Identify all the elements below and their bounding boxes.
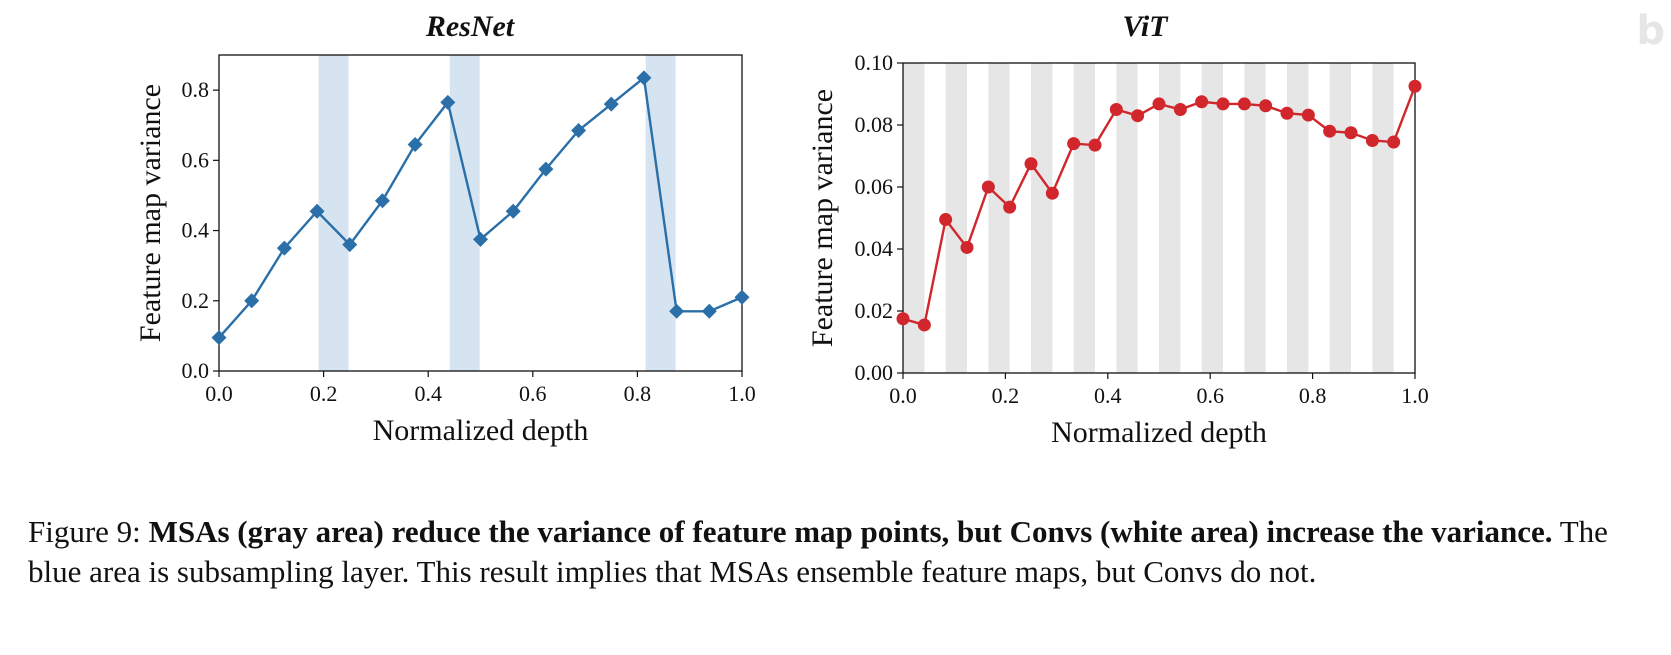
x-tick-label: 1.0 (1401, 383, 1429, 408)
y-tick-label: 0.06 (855, 174, 894, 199)
watermark-logo: b (1636, 8, 1665, 54)
data-point (276, 240, 292, 256)
data-point (571, 122, 587, 138)
vit-chart: 0.0 0.2 0.4 0.6 0.8 1.0 0.00 0.02 0.04 0.06 0.08 0.… (806, 10, 1429, 449)
shaded-region (903, 63, 925, 373)
x-axis-label: Normalized depth (1051, 416, 1267, 449)
y-tick-label: 0.2 (182, 288, 210, 313)
data-point (244, 293, 260, 309)
data-point (896, 312, 910, 326)
data-point (1323, 124, 1337, 138)
y-tick-label: 0.8 (182, 77, 210, 102)
plot-frame (218, 54, 743, 372)
data-point (1387, 135, 1401, 149)
x-tick-label: 0.2 (310, 381, 338, 406)
y-tick-label: 0.0 (182, 358, 210, 383)
data-point (636, 70, 652, 86)
chart-title: ViT (1122, 10, 1169, 43)
data-point (309, 203, 325, 219)
x-tick-label: 1.0 (728, 381, 756, 406)
x-tick-label: 0.0 (889, 383, 917, 408)
y-axis-label: Feature map variance (806, 89, 839, 347)
data-point (1280, 106, 1294, 120)
data-point (1003, 200, 1017, 214)
y-tick-label: 0.02 (855, 298, 894, 323)
y-axis-label: Feature map variance (134, 84, 167, 342)
data-point (374, 193, 390, 209)
chart-title: ResNet (425, 10, 516, 43)
x-tick-label: 0.2 (992, 383, 1020, 408)
shaded-region (1201, 63, 1223, 373)
data-point (473, 231, 488, 247)
data-point (1067, 137, 1081, 151)
x-tick-label: 0.4 (414, 381, 442, 406)
data-point (505, 203, 521, 219)
shaded-region (1329, 63, 1351, 373)
data-point (1088, 138, 1102, 152)
shaded-region (988, 63, 1010, 373)
plot-frame (902, 62, 1416, 374)
y-tick-label: 0.6 (182, 147, 210, 172)
data-point (1216, 97, 1230, 111)
x-tick-label: 0.4 (1094, 383, 1122, 408)
shaded-region (1372, 63, 1394, 373)
data-point (669, 303, 685, 319)
shaded-region (1073, 63, 1095, 373)
data-point (701, 303, 717, 319)
data-point (1344, 126, 1358, 140)
data-point (1131, 109, 1145, 123)
caption-prefix: Figure 9: (28, 514, 149, 549)
shaded-region (1287, 63, 1309, 373)
shaded-region (1031, 63, 1053, 373)
data-point (981, 180, 995, 194)
data-point (440, 94, 456, 110)
shaded-region (1159, 63, 1181, 373)
x-tick-label: 0.6 (519, 381, 547, 406)
y-tick-label: 0.00 (855, 360, 894, 385)
shaded-region (945, 63, 967, 373)
data-point (960, 240, 974, 254)
caption-bold-text: MSAs (gray area) reduce the variance of … (148, 514, 1553, 549)
resnet-chart: 0.0 0.2 0.4 0.6 0.8 1.0 0.0 0.2 0.4 0.6 0.8 ResNet N… (134, 10, 756, 447)
shaded-region (1116, 63, 1138, 373)
data-point (603, 96, 619, 112)
data-point (1365, 134, 1379, 147)
shaded-region (318, 55, 349, 371)
x-tick-label: 0.8 (1299, 383, 1327, 408)
shaded-region (645, 55, 676, 371)
data-point (1237, 97, 1251, 111)
x-axis-label: Normalized depth (373, 414, 589, 447)
data-point (1195, 95, 1209, 109)
data-point (1109, 103, 1123, 116)
data-point (407, 137, 423, 153)
y-tick-label: 0.4 (182, 218, 210, 243)
y-tick-label: 0.10 (855, 50, 894, 75)
data-point (1408, 79, 1422, 93)
data-point (1301, 108, 1315, 122)
data-point (734, 289, 750, 305)
data-point (342, 237, 358, 253)
data-point (1024, 157, 1038, 171)
data-point (1173, 103, 1187, 116)
x-tick-label: 0.6 (1196, 383, 1224, 408)
data-point (1152, 97, 1166, 111)
shaded-region (1244, 63, 1266, 373)
data-point (1259, 99, 1273, 113)
x-tick-label: 0.8 (624, 381, 652, 406)
caption-text: The blue area is subsampling layer. This… (28, 514, 1608, 589)
data-point (211, 330, 227, 346)
y-tick-label: 0.04 (855, 236, 894, 261)
data-point (538, 161, 554, 177)
data-point (1045, 186, 1059, 200)
figure-caption: Figure 9: MSAs (gray area) reduce the va… (28, 512, 1648, 592)
data-point (917, 318, 931, 332)
x-tick-label: 0.0 (205, 381, 233, 406)
data-point (939, 213, 953, 227)
y-tick-label: 0.08 (855, 112, 894, 137)
